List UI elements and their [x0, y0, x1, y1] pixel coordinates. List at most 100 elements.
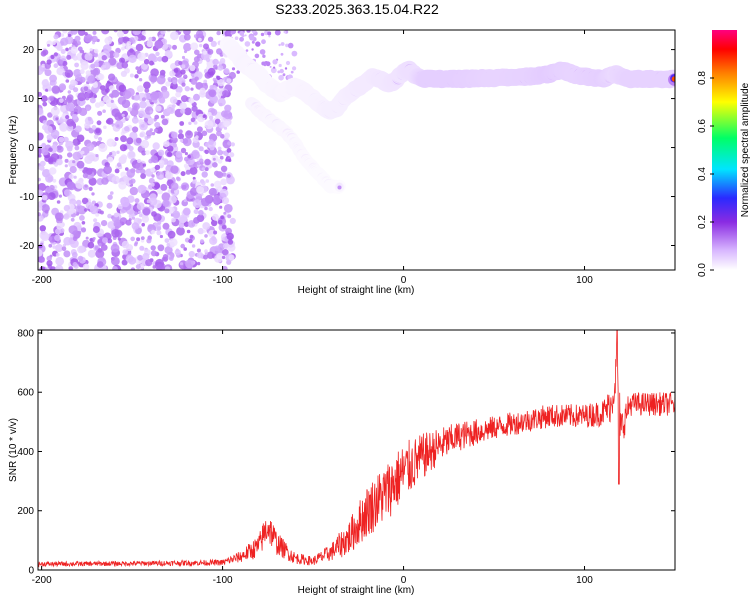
spectrogram-frame: [37, 29, 676, 271]
noise-cell: [180, 171, 186, 177]
noise-cell: [101, 177, 109, 185]
noise-cell: [71, 113, 78, 120]
noise-cell: [55, 256, 65, 266]
noise-cell: [51, 41, 56, 45]
noise-cell: [126, 88, 135, 97]
noise-cell: [188, 250, 195, 258]
noise-cell: [66, 118, 75, 127]
noise-cell: [118, 84, 127, 92]
noise-cell: [128, 37, 136, 44]
noise-cell: [198, 209, 204, 216]
noise-cell: [92, 226, 100, 233]
noise-cell: [154, 114, 160, 120]
noise-cell: [54, 234, 61, 242]
noise-cell: [95, 249, 105, 259]
noise-cell: [151, 174, 155, 178]
noise-cell: [224, 104, 232, 112]
noise-cell: [130, 267, 136, 270]
noise-cell: [71, 251, 78, 258]
noise-cell: [39, 160, 46, 167]
noise-cell: [38, 189, 43, 196]
noise-cell: [210, 108, 218, 116]
noise-cell: [227, 141, 232, 146]
noise-cell: [41, 63, 46, 68]
noise-cell: [244, 34, 247, 37]
noise-cell: [189, 166, 198, 175]
noise-cell: [52, 178, 57, 183]
noise-cell: [262, 54, 266, 58]
noise-cell: [58, 59, 64, 65]
noise-cell: [121, 99, 131, 109]
noise-cell: [208, 89, 217, 98]
noise-cell: [38, 212, 41, 217]
noise-cell: [204, 249, 208, 253]
noise-cell: [48, 167, 57, 175]
noise-cell: [187, 154, 192, 159]
noise-cell: [75, 199, 82, 206]
noise-cell: [84, 92, 90, 98]
noise-cell: [104, 36, 113, 45]
noise-cell: [79, 107, 88, 116]
noise-cell: [72, 236, 78, 242]
noise-cell: [212, 58, 219, 66]
noise-cell: [63, 213, 70, 220]
noise-cell: [260, 32, 265, 37]
noise-cell: [63, 204, 71, 212]
noise-cell: [156, 226, 162, 231]
noise-cell: [62, 30, 68, 34]
noise-cell: [41, 194, 48, 201]
noise-cell: [167, 206, 175, 214]
noise-cell: [60, 33, 65, 37]
noise-cell: [223, 211, 227, 215]
noise-cell: [278, 43, 281, 47]
noise-cell: [145, 130, 153, 137]
spectrogram-noise-layer: [38, 30, 298, 270]
noise-cell: [278, 74, 284, 81]
noise-cell: [145, 259, 153, 267]
noise-cell: [201, 171, 208, 178]
noise-cell: [221, 224, 227, 230]
noise-cell: [224, 30, 233, 38]
noise-cell: [150, 182, 155, 187]
noise-cell: [161, 257, 166, 261]
noise-cell: [48, 157, 54, 163]
noise-cell: [120, 154, 128, 161]
noise-cell: [151, 36, 157, 42]
noise-cell: [171, 104, 176, 108]
noise-cell: [121, 113, 125, 117]
noise-cell: [46, 260, 53, 267]
noise-cell: [107, 194, 113, 200]
noise-cell: [140, 236, 145, 241]
noise-cell: [141, 215, 150, 223]
noise-cell: [201, 180, 206, 186]
noise-cell: [209, 95, 218, 104]
noise-cell: [173, 68, 179, 73]
noise-cell: [178, 186, 182, 190]
noise-cell: [131, 216, 136, 220]
noise-cell: [171, 217, 176, 223]
noise-cell: [191, 105, 198, 112]
noise-cell: [205, 179, 210, 183]
noise-cell: [64, 164, 68, 168]
noise-cell: [49, 96, 54, 102]
noise-cell: [216, 130, 222, 137]
noise-cell: [156, 230, 162, 236]
noise-cell: [114, 168, 120, 174]
noise-cell: [38, 66, 44, 75]
noise-cell: [106, 80, 110, 84]
noise-cell: [154, 39, 164, 49]
noise-cell: [207, 48, 214, 55]
noise-cell: [155, 105, 162, 112]
noise-cell: [60, 49, 66, 54]
noise-cell: [79, 69, 85, 75]
spectrogram-signal-layer: [219, 36, 675, 195]
noise-cell: [98, 136, 103, 142]
noise-cell: [53, 34, 59, 40]
noise-cell: [183, 33, 191, 41]
snr-y-label: SNR (10 * v/v): [8, 418, 19, 482]
x-tick-label: 100: [576, 275, 593, 286]
noise-cell: [45, 88, 49, 92]
noise-cell: [185, 259, 194, 269]
noise-cell: [167, 145, 174, 152]
